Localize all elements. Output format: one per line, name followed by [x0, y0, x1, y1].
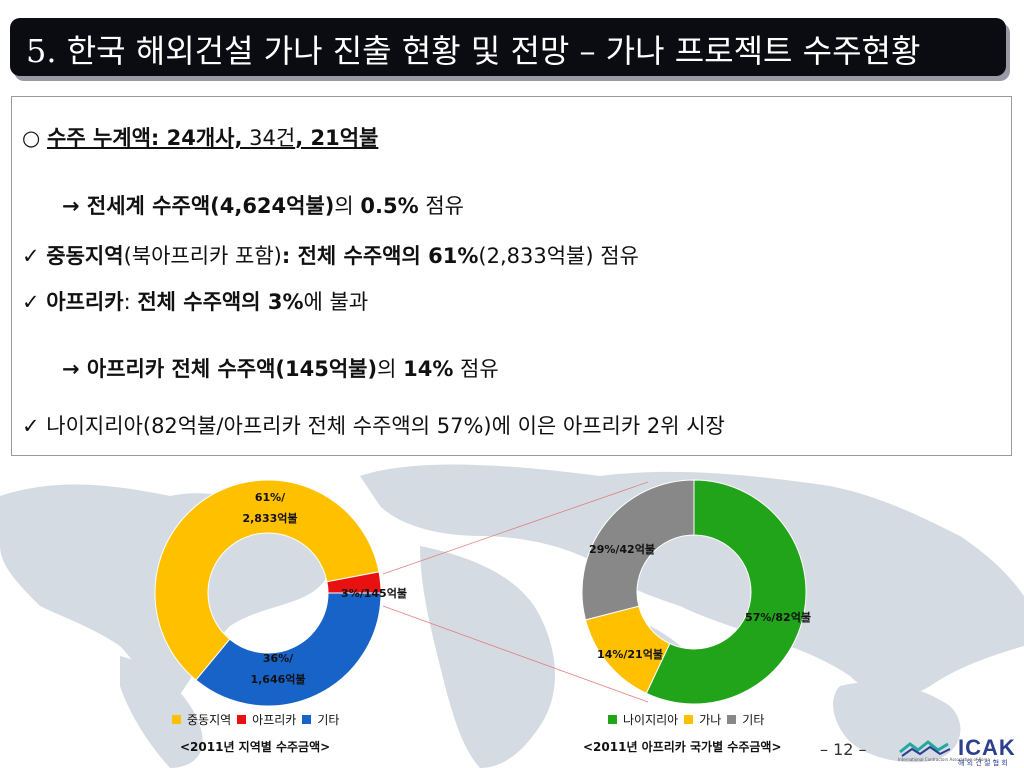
- legend-swatch: [608, 715, 617, 724]
- chart1-legend: 중동지역 아프리카 기타: [172, 711, 339, 728]
- charts-svg: 61%/2,833억불 3%/145억불 36%/1,646억불 57%/82억불 1…: [154, 479, 811, 707]
- text-fragment: 의: [334, 194, 361, 218]
- ghana-share-line: → 아프리카 전체 수주액(145억불)의 14% 점유: [62, 353, 499, 383]
- nigeria-line: ✓ 나이지리아(82억불/아프리카 전체 수주액의 57%)에 이은 아프리카 …: [22, 410, 725, 440]
- legend-label: 중동지역: [187, 713, 232, 727]
- logo-subtitle: 해 외 건 설 협 회: [958, 759, 1008, 767]
- circle-bullet: ○: [22, 126, 47, 150]
- icak-logo-icon: [899, 740, 951, 757]
- data-label: 29%/42억불: [589, 543, 655, 556]
- check-icon: ✓: [22, 244, 47, 268]
- logo-wave: [899, 740, 949, 754]
- legend-swatch: [684, 715, 694, 724]
- check-icon: ✓: [22, 290, 47, 314]
- africa-line: ✓ 아프리카: 전체 수주액의 3%에 불과: [22, 286, 368, 316]
- logo-wave: [901, 745, 951, 757]
- donut-slice-3: [195, 592, 382, 707]
- legend-label: 아프리카: [252, 713, 297, 727]
- world-share-line: → 전세계 수주액(4,624억불)의 0.5% 점유: [62, 190, 464, 220]
- text-fragment: 의: [377, 357, 404, 381]
- legend-swatch: [727, 715, 737, 724]
- page-title: 5. 한국 해외건설 가나 진출 현황 및 전망 – 가나 프로젝트 수주현황: [26, 32, 921, 70]
- text-fragment: 에 불과: [303, 290, 369, 314]
- map-landmass: [120, 656, 203, 768]
- data-label: 61%/2,833억불: [242, 491, 297, 525]
- check-icon: ✓: [22, 414, 47, 438]
- text-fragment: 점유: [453, 357, 499, 381]
- donut-slice-1: [645, 479, 807, 705]
- middle-east-label: 중동지역: [46, 244, 124, 268]
- africa-label: 아프리카: [46, 290, 124, 314]
- donut-slice-1: [154, 479, 380, 681]
- legend-label: 기타: [317, 713, 340, 727]
- region-donut-chart: 61%/2,833억불 3%/145억불 36%/1,646억불: [154, 479, 407, 707]
- world-total: → 전세계 수주액(4,624억불): [62, 194, 335, 218]
- legend-swatch: [172, 715, 181, 724]
- content-box: [11, 96, 1012, 456]
- connector-line: [382, 605, 649, 703]
- africa-donut-chart: 57%/82억불 14%/21억불 29%/42억불: [581, 479, 811, 705]
- data-label: 14%/21억불: [597, 648, 663, 661]
- map-landmass: [420, 546, 555, 768]
- data-label: 36%/1,646억불: [250, 652, 305, 686]
- legend-swatch: [237, 715, 247, 724]
- middle-east-share: : 전체 수주액의 61%: [281, 244, 479, 268]
- map-landmass: [360, 464, 1024, 697]
- data-label: 3%/145억불: [341, 587, 407, 600]
- text-fragment: :: [123, 290, 138, 314]
- ghana-share-pct: 14%: [403, 357, 454, 381]
- chart2-legend: 나이지리아 가나 기타: [608, 711, 764, 728]
- legend-swatch: [302, 715, 312, 724]
- summary-count: 34건: [242, 126, 296, 150]
- middle-east-line: ✓ 중동지역(북아프리카 포함): 전체 수주액의 61%(2,833억불) 점…: [22, 240, 639, 270]
- title-bar: 5. 한국 해외건설 가나 진출 현황 및 전망 – 가나 프로젝트 수주현황: [10, 18, 1006, 76]
- legend-label: 가나: [699, 713, 722, 727]
- summary-total: 수주 누계액: 24개사,: [47, 126, 243, 150]
- logo-small-text: International Contractors Association of…: [898, 757, 990, 762]
- logo-name: ICAK: [958, 735, 1016, 760]
- text-fragment: (2,833억불) 점유: [478, 244, 639, 268]
- chart2-caption: <2011년 아프리카 국가별 수주금액>: [583, 740, 782, 754]
- legend-label: 나이지리아: [623, 713, 679, 727]
- legend-label: 기타: [742, 713, 765, 727]
- nigeria-text: 나이지리아(82억불/아프리카 전체 수주액의 57%)에 이은 아프리카 2위…: [46, 414, 725, 438]
- summary-line: ○ 수주 누계액: 24개사, 34건, 21억불: [22, 122, 378, 152]
- africa-total: → 아프리카 전체 수주액(145억불): [62, 357, 378, 381]
- data-label: 57%/82억불: [745, 611, 811, 624]
- text-fragment: 점유: [418, 194, 464, 218]
- chart1-caption: <2011년 지역별 수주금액>: [180, 740, 331, 754]
- page-number: – 12 –: [820, 740, 867, 759]
- africa-share: 전체 수주액의 3%: [137, 290, 304, 314]
- donut-slice-3: [581, 479, 695, 621]
- world-share-pct: 0.5%: [360, 194, 419, 218]
- connector-line: [382, 481, 649, 575]
- summary-amount: , 21억불: [295, 126, 379, 150]
- text-fragment: (북아프리카 포함): [123, 244, 282, 268]
